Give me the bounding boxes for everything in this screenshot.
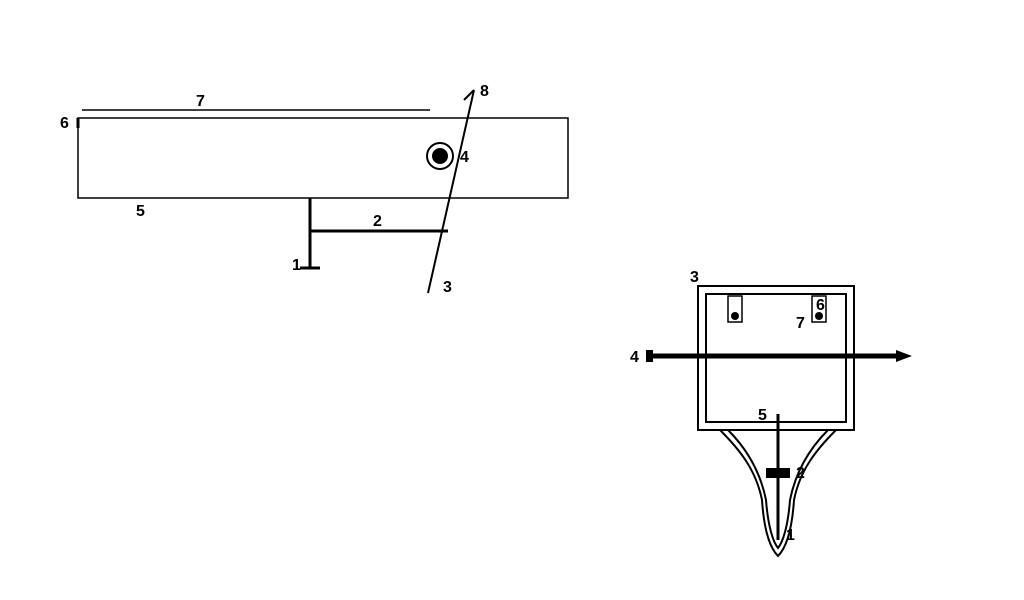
left-figure: 1 2 3 4 5 6 7 8 (60, 83, 568, 296)
right-label-3: 3 (690, 269, 699, 286)
left-label-5: 5 (136, 203, 145, 220)
right-label-2: 2 (796, 465, 805, 482)
left-label-1: 1 (292, 257, 301, 274)
left-label-6: 6 (60, 115, 69, 132)
right-figure: 1 2 3 4 5 6 7 (630, 269, 912, 556)
left-label-3: 3 (443, 279, 452, 296)
diagram-canvas: 1 2 3 4 5 6 7 8 1 2 3 4 5 6 7 (0, 0, 1024, 600)
right-axle-left-head (646, 350, 653, 362)
right-label-7: 7 (796, 315, 805, 332)
right-label-4: 4 (630, 349, 639, 366)
left-label-8: 8 (480, 83, 489, 100)
right-label-1: 1 (786, 527, 795, 544)
right-ferrule (766, 468, 790, 478)
left-label-2: 2 (373, 213, 382, 230)
right-hanger-left-dot (731, 312, 739, 320)
left-needle (428, 90, 474, 293)
right-label-5: 5 (758, 407, 767, 424)
left-disc-inner (432, 148, 448, 164)
right-axle-right-head (896, 350, 912, 362)
left-label-4: 4 (460, 149, 469, 166)
right-label-6: 6 (816, 297, 825, 314)
left-body-rect (78, 118, 568, 198)
left-label-7: 7 (196, 93, 205, 110)
